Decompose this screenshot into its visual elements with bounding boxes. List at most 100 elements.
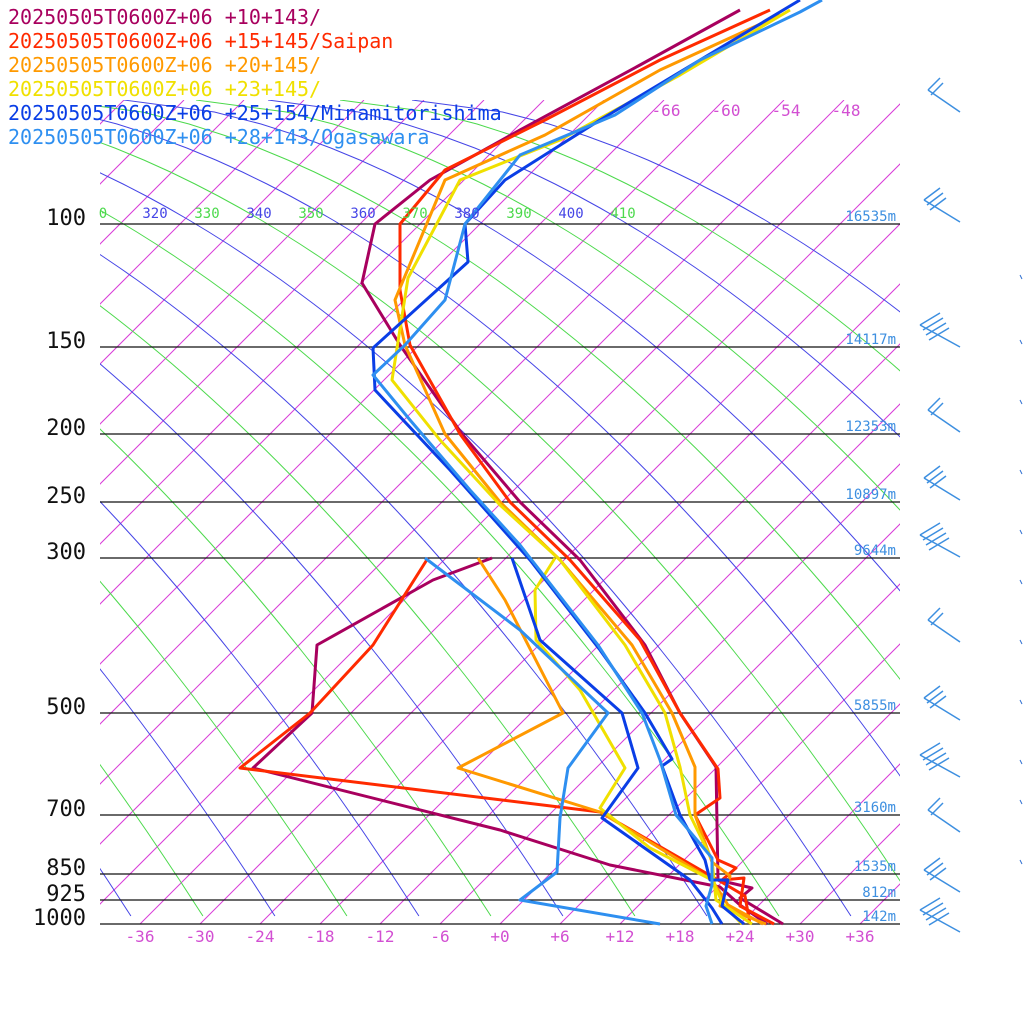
theta-label: 390 [506, 206, 531, 222]
isotherm-line [100, 100, 725, 725]
adiabat-line [100, 209, 780, 917]
temperature-tick-label: -30 [186, 927, 215, 946]
theta-label: 400 [558, 206, 583, 222]
theta-label: 410 [610, 206, 635, 222]
barb-flag [930, 82, 944, 96]
adiabat-line [123, 100, 900, 592]
isotherm-grid [100, 100, 900, 924]
legend: 20250505T0600Z+06 +10+143/20250505T0600Z… [8, 5, 502, 149]
barb-flag [927, 77, 941, 91]
isotherm-line [619, 643, 900, 924]
isotherm-line [739, 763, 900, 924]
barb-flag [922, 317, 944, 331]
isotherm-line [100, 100, 845, 845]
barb-flag [926, 690, 944, 704]
height-label: 812m [862, 885, 896, 901]
temperature-tick-label: +12 [606, 927, 635, 946]
wind-barbs [919, 77, 1023, 933]
dewpoint-line [510, 557, 724, 925]
edge-mark [1019, 339, 1023, 345]
wind-barb [919, 522, 961, 558]
wind-barb [927, 77, 961, 113]
pressure-label: 300 [46, 540, 86, 565]
theta-label: 330 [194, 206, 219, 222]
adiabat-line [339, 100, 900, 372]
isotherm-line [199, 223, 900, 924]
temperature-tick-label: +0 [490, 927, 509, 946]
legend-entry: 20250505T0600Z+06 +10+143/ [8, 5, 321, 29]
legend-entry: 20250505T0600Z+06 +23+145/ [8, 77, 321, 101]
pressure-label: 700 [46, 797, 86, 822]
profile-series [238, 0, 823, 926]
height-label: 14117m [845, 332, 896, 348]
temperature-tick-label: +24 [726, 927, 755, 946]
theta-label: 360 [350, 206, 375, 222]
barb-flag [930, 402, 944, 416]
height-label: 1535m [854, 859, 896, 875]
pressure-label: 1000 [33, 906, 86, 931]
pressure-label: 150 [46, 329, 86, 354]
pressure-label: 500 [46, 695, 86, 720]
upper-temperature-label: -60 [712, 101, 741, 120]
height-label: 3160m [854, 800, 896, 816]
adiabat-line [100, 428, 492, 917]
adiabat-line [100, 668, 276, 917]
barb-flag [929, 475, 947, 489]
legend-entry: 20250505T0600Z+06 +20+145/ [8, 53, 321, 77]
isotherm-line [499, 523, 900, 924]
temperature-tick-label: -18 [306, 927, 335, 946]
height-label: 16535m [845, 209, 896, 225]
isotherm-line [100, 100, 305, 305]
adiabat-line [100, 305, 636, 917]
barb-flag [930, 612, 944, 626]
barb-flag [929, 695, 947, 709]
wind-barb [919, 312, 961, 348]
pressure-label: 925 [46, 882, 86, 907]
adiabat-line [100, 253, 708, 917]
adiabat-line [195, 100, 900, 511]
temperature-line [371, 0, 823, 925]
barb-flag [925, 752, 947, 766]
isotherm-line [100, 100, 365, 365]
adiabat-line [411, 100, 900, 313]
upper-temperature-label: -66 [652, 101, 681, 120]
barb-flag [923, 857, 941, 871]
wind-barb [927, 397, 961, 433]
theta-label: 350 [298, 206, 323, 222]
height-label: 9644m [854, 543, 896, 559]
barb-flag [926, 192, 944, 206]
wind-barb [927, 797, 961, 833]
edge-mark [1019, 759, 1023, 765]
barb-flag [926, 470, 944, 484]
wind-barb [923, 187, 961, 223]
barb-flag [922, 747, 944, 761]
theta-label: 0 [99, 206, 107, 222]
adiabat-line [100, 763, 204, 917]
isotherm-line [100, 100, 785, 785]
height-label: 5855m [854, 698, 896, 714]
dewpoint-line [238, 557, 752, 925]
isotherm-line [439, 463, 900, 924]
barb-flag [922, 902, 944, 916]
pressure-label: 100 [46, 206, 86, 231]
pressure-label: 850 [46, 856, 86, 881]
temperature-tick-label: +36 [846, 927, 875, 946]
adiabat-line [100, 141, 900, 882]
temperature-tick-label: -24 [246, 927, 275, 946]
isotherm-line [100, 100, 425, 425]
isotherm-line [139, 163, 900, 924]
theta-label: 340 [246, 206, 271, 222]
barb-flag [919, 522, 941, 536]
edge-mark [1019, 529, 1023, 535]
height-label: 142m [862, 909, 896, 925]
isotherm-line [100, 100, 665, 665]
edge-mark [1019, 639, 1023, 645]
barb-flag [929, 197, 947, 211]
adiabat-line [100, 363, 564, 917]
temperature-tick-label: +30 [786, 927, 815, 946]
isotherm-line [100, 100, 245, 245]
edge-mark [1019, 799, 1023, 805]
temperature-tick-label: -6 [430, 927, 449, 946]
temperature-tick-label: +18 [666, 927, 695, 946]
